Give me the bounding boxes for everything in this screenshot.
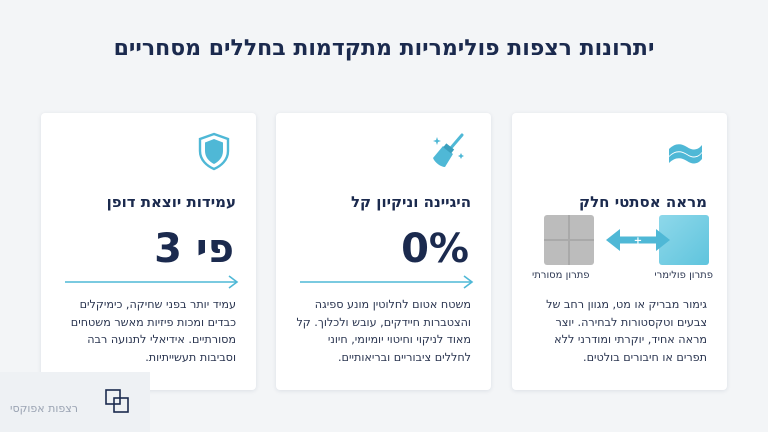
card-aesthetics: מראה אסתטי חלק + פתרון פולימרי פתרון מסו…	[512, 113, 727, 390]
page-title: יתרונות רצפות פולימריות מתקדמות בחללים מ…	[113, 36, 655, 61]
traditional-label: פתרון מסורתי	[532, 270, 590, 281]
card-heading: עמידות יוצאת דופן	[106, 193, 236, 211]
card-hygiene: היגיינה וניקיון קל 0% משטח אטום לחלוטין …	[276, 113, 491, 390]
wave-icon	[669, 144, 702, 164]
watermark-text: רצפות אפוקסי	[10, 402, 78, 415]
double-arrow-icon: +	[606, 229, 670, 251]
arrow-right-icon	[65, 275, 239, 289]
card-heading: היגיינה וניקיון קל	[350, 193, 471, 211]
traditional-swatch	[544, 215, 594, 265]
card-description: עמיד יותר בפני שחיקה, כימיקלים כבדים ומכ…	[70, 298, 236, 364]
watermark-panel	[0, 372, 150, 432]
card-description: גימור מבריק או מט, מגוון רחב של צבעים וט…	[546, 298, 707, 364]
card-description: משטח אטום לחלוטין מונע ספיגה והצטברות חי…	[296, 298, 471, 364]
stat-value: 0%	[401, 226, 469, 272]
shield-icon	[198, 132, 230, 171]
vs-symbol: +	[634, 236, 642, 247]
arrow-right-icon	[300, 275, 474, 289]
finish-comparison: + פתרון פולימרי פתרון מסורתי	[526, 213, 713, 283]
brand-logo-icon	[105, 389, 129, 413]
broom-icon	[433, 133, 464, 167]
card-heading: מראה אסתטי חלק	[579, 193, 707, 211]
stat-value: פי 3	[154, 226, 234, 272]
polymer-label: פתרון פולימרי	[654, 270, 713, 281]
card-durability: עמידות יוצאת דופן פי 3 עמיד יותר בפני שח…	[41, 113, 256, 390]
